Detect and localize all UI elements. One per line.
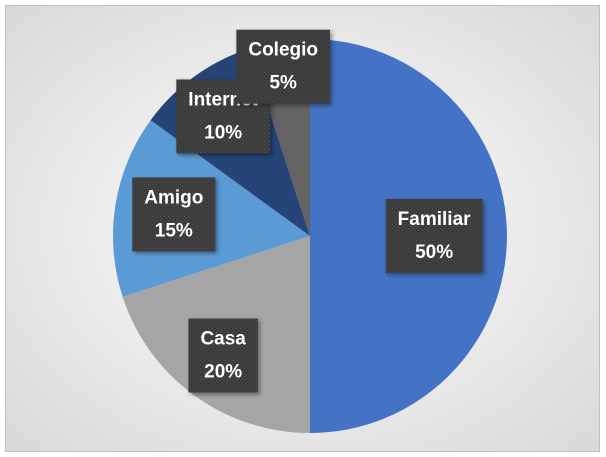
label-box	[188, 318, 258, 393]
data-labels: Familiar50%Casa20%Amigo15%Internet10%Col…	[132, 29, 483, 393]
label-category: Familiar	[398, 209, 471, 230]
label-value: 50%	[415, 242, 453, 263]
label-value: 10%	[204, 122, 242, 143]
label-value: 5%	[269, 73, 297, 94]
label-category: Amigo	[144, 187, 203, 208]
label-box	[132, 177, 216, 252]
label-category: Colegio	[248, 40, 318, 61]
label-value: 20%	[204, 362, 242, 383]
label-value: 15%	[155, 220, 193, 241]
label-box	[236, 29, 331, 104]
label-category: Casa	[200, 329, 246, 350]
label-box	[385, 199, 483, 273]
